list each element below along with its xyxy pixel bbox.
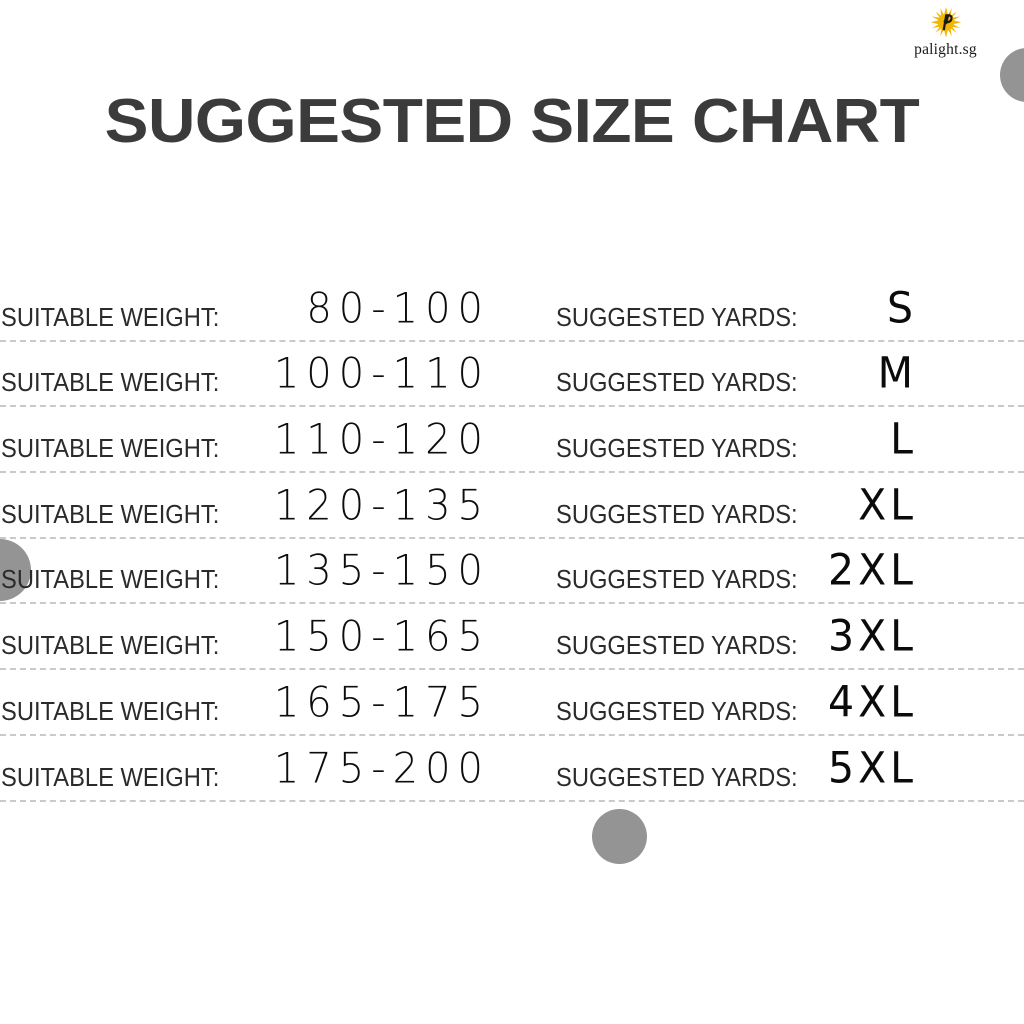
suitable-weight-label: SUITABLE WEIGHT: xyxy=(1,566,220,595)
suitable-weight-value: 100-110 xyxy=(273,350,490,399)
suitable-weight-label: SUITABLE WEIGHT: xyxy=(1,697,220,726)
suggested-yards-label: SUGGESTED YARDS: xyxy=(556,566,798,595)
suitable-weight-value: 80-100 xyxy=(306,284,490,333)
suitable-weight-value: 135-150 xyxy=(273,547,490,596)
suggested-yards-label: SUGGESTED YARDS: xyxy=(556,763,798,792)
suggested-yards-value: 2XL xyxy=(827,545,917,596)
table-row: SUITABLE WEIGHT: 120-135 SUGGESTED YARDS… xyxy=(0,473,1024,539)
suitable-weight-label: SUITABLE WEIGHT: xyxy=(1,369,220,398)
table-row: SUITABLE WEIGHT: 135-150 SUGGESTED YARDS… xyxy=(0,539,1024,605)
brand-name: palight.sg xyxy=(914,41,977,58)
suitable-weight-value: 120-135 xyxy=(273,481,490,530)
suitable-weight-label: SUITABLE WEIGHT: xyxy=(1,763,220,792)
page-title: SUGGESTED SIZE CHART xyxy=(104,87,920,156)
suitable-weight-value: 165-175 xyxy=(273,678,490,727)
suitable-weight-label: SUITABLE WEIGHT: xyxy=(1,632,220,661)
suggested-yards-value: 5XL xyxy=(827,742,917,793)
size-chart-table: SUITABLE WEIGHT: 80-100 SUGGESTED YARDS:… xyxy=(0,276,1024,802)
table-row: SUITABLE WEIGHT: 150-165 SUGGESTED YARDS… xyxy=(0,604,1024,671)
suitable-weight-label: SUITABLE WEIGHT: xyxy=(1,500,220,529)
table-row: SUITABLE WEIGHT: 80-100 SUGGESTED YARDS:… xyxy=(0,276,1024,342)
suggested-yards-label: SUGGESTED YARDS: xyxy=(556,500,798,529)
table-row: SUITABLE WEIGHT: 165-175 SUGGESTED YARDS… xyxy=(0,670,1024,736)
sunburst-p-logo-icon xyxy=(924,4,968,42)
suggested-yards-label: SUGGESTED YARDS: xyxy=(556,303,798,332)
suitable-weight-label: SUITABLE WEIGHT: xyxy=(1,435,220,464)
suggested-yards-value: 3XL xyxy=(827,610,917,662)
suggested-yards-label: SUGGESTED YARDS: xyxy=(556,697,798,726)
suggested-yards-label: SUGGESTED YARDS: xyxy=(556,435,798,464)
suitable-weight-value: 150-165 xyxy=(273,613,490,662)
suitable-weight-label: SUITABLE WEIGHT: xyxy=(1,303,220,332)
suitable-weight-value: 110-120 xyxy=(273,416,490,465)
suggested-yards-value: M xyxy=(877,347,917,399)
table-row: SUITABLE WEIGHT: 175-200 SUGGESTED YARDS… xyxy=(0,736,1024,802)
suggested-yards-value: XL xyxy=(858,479,917,530)
brand-watermark: palight.sg xyxy=(893,4,998,59)
suggested-yards-label: SUGGESTED YARDS: xyxy=(556,369,798,398)
suggested-yards-value: L xyxy=(890,413,917,465)
table-row: SUITABLE WEIGHT: 100-110 SUGGESTED YARDS… xyxy=(0,342,1024,408)
suggested-yards-label: SUGGESTED YARDS: xyxy=(556,632,798,661)
suggested-yards-value: 4XL xyxy=(827,676,917,727)
suitable-weight-value: 175-200 xyxy=(273,744,490,793)
suggested-yards-value: S xyxy=(886,282,917,333)
decorative-circle-bottom xyxy=(592,809,647,864)
table-row: SUITABLE WEIGHT: 110-120 SUGGESTED YARDS… xyxy=(0,407,1024,474)
